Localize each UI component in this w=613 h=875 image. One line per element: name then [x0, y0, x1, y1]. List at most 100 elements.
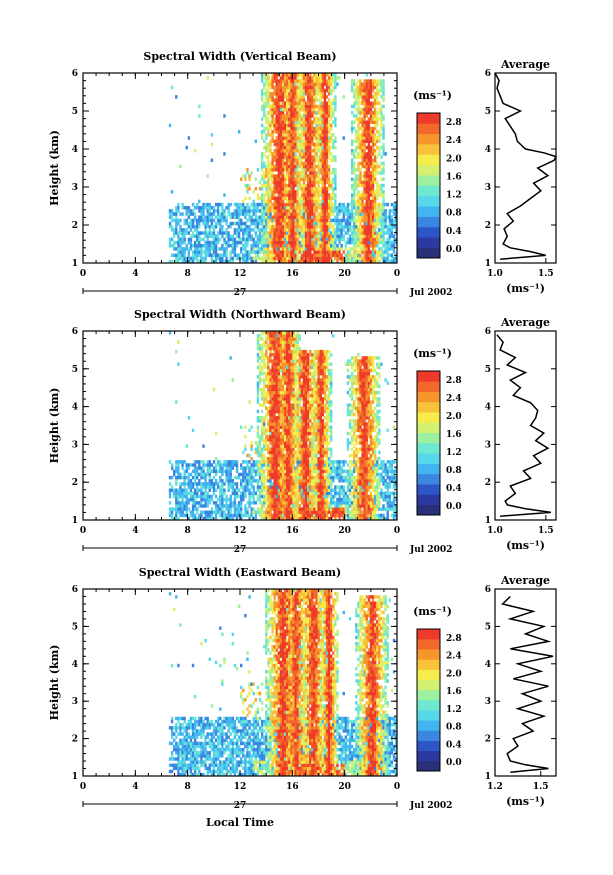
heatmap-cell — [269, 485, 272, 489]
heatmap-cell — [376, 164, 379, 169]
heatmap-cell — [275, 123, 278, 128]
heatmap-cell — [304, 218, 308, 223]
heatmap-cell — [269, 460, 272, 464]
heatmap-cell — [246, 206, 249, 210]
heatmap-cell — [323, 161, 327, 166]
heatmap-cell — [263, 171, 266, 175]
heatmap-cell — [306, 240, 310, 245]
heatmap-cell — [279, 123, 283, 128]
heatmap-cell — [334, 253, 337, 257]
heatmap-cell — [334, 158, 337, 162]
heatmap-cell — [311, 133, 314, 137]
heatmap-cell — [175, 482, 178, 486]
heatmap-cell — [260, 428, 264, 433]
heatmap-cell — [298, 149, 301, 153]
heatmap-cell — [269, 174, 272, 178]
heatmap-cell — [365, 155, 368, 159]
heatmap-cell — [202, 463, 205, 467]
heatmap-cell — [273, 406, 276, 411]
heatmap-cell — [376, 231, 379, 235]
colorbar-swatch — [417, 175, 440, 186]
heatmap-cell — [237, 475, 241, 480]
heatmap-cell — [311, 218, 314, 223]
heatmap-cell — [254, 501, 258, 505]
heatmap-cell — [348, 218, 352, 223]
heatmap-cell — [380, 161, 383, 166]
heatmap-cell — [279, 104, 283, 109]
heatmap-cell — [355, 225, 358, 229]
heatmap-cell — [311, 206, 314, 210]
heatmap-cell — [359, 240, 362, 245]
heatmap-cell — [208, 240, 211, 245]
heatmap-cell — [252, 501, 255, 505]
heatmap-cell — [267, 375, 270, 379]
heatmap-cell — [269, 510, 272, 514]
heatmap-cell — [244, 253, 247, 257]
heatmap-cell — [260, 164, 264, 169]
heatmap-cell — [319, 111, 322, 115]
heatmap-cell — [334, 202, 337, 207]
heatmap-cell — [200, 472, 203, 477]
heatmap-cell — [294, 164, 297, 169]
heatmap-cell — [281, 199, 285, 204]
heatmap-cell — [271, 450, 274, 455]
heatmap-cell — [267, 501, 270, 505]
heatmap-cell — [258, 240, 262, 245]
heatmap-cell — [350, 120, 354, 124]
heatmap-cell — [350, 206, 354, 210]
heatmap-cell — [373, 107, 377, 112]
heatmap-cell — [256, 390, 260, 395]
heatmap-cell — [277, 507, 281, 511]
heatmap-cell — [309, 161, 312, 166]
heatmap-cell — [350, 256, 354, 261]
heatmap-cell — [367, 161, 371, 166]
heatmap-cell — [296, 142, 299, 147]
heatmap-cell — [193, 504, 197, 508]
heatmap-cell — [380, 237, 383, 242]
heatmap-cell — [309, 180, 312, 185]
heatmap-cell — [277, 494, 281, 499]
heatmap-cell — [277, 225, 281, 229]
heatmap-cell — [382, 218, 385, 223]
heatmap-cell — [355, 199, 358, 204]
heatmap-cell — [373, 120, 377, 124]
heatmap-cell — [275, 76, 278, 80]
heatmap-cell — [378, 152, 381, 156]
heatmap-cell — [267, 212, 270, 216]
heatmap-cell — [338, 221, 341, 226]
heatmap-cell — [279, 507, 283, 511]
heatmap-cell — [260, 161, 264, 166]
heatmap-cell — [275, 101, 278, 105]
heatmap-cell — [283, 231, 287, 235]
heatmap-cell — [267, 425, 270, 429]
heatmap-cell — [193, 215, 197, 219]
heatmap-cell — [309, 76, 312, 80]
heatmap-cell — [231, 259, 235, 264]
heatmap-cell — [242, 199, 245, 204]
heatmap-cell — [179, 212, 182, 216]
heatmap-cell — [294, 98, 297, 102]
heatmap-cell — [355, 174, 358, 178]
heatmap-cell — [265, 362, 268, 366]
heatmap-cell — [267, 362, 270, 366]
heatmap-cell — [254, 177, 258, 181]
heatmap-cell — [334, 101, 337, 105]
heatmap-cell — [263, 384, 266, 388]
heatmap-cell — [189, 479, 193, 483]
heatmap-cell — [271, 73, 274, 77]
heatmap-cell — [373, 253, 377, 257]
heatmap-cell — [317, 237, 320, 242]
heatmap-cell — [235, 215, 239, 219]
heatmap-cell — [275, 180, 278, 185]
heatmap-cell — [319, 101, 322, 105]
heatmap-cell — [279, 133, 283, 137]
heatmap-cell — [288, 240, 291, 245]
heatmap-cell — [332, 171, 335, 175]
heatmap-cell — [185, 228, 188, 232]
heatmap-cell — [292, 130, 295, 134]
heatmap-cell — [260, 353, 264, 357]
heatmap-cell — [298, 133, 301, 137]
heatmap-cell — [288, 247, 291, 251]
heatmap-cell — [296, 253, 299, 257]
heatmap-cell — [196, 231, 199, 235]
